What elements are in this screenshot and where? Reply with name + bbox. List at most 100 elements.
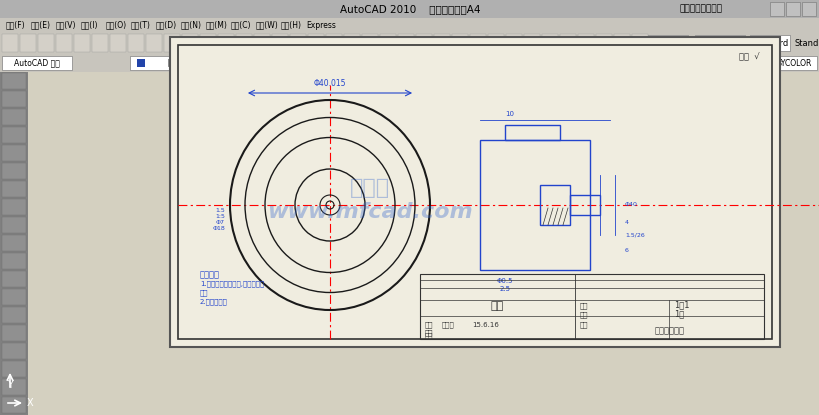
Bar — [613, 34, 629, 52]
Bar — [2, 127, 26, 143]
Bar — [433, 34, 450, 52]
Text: Φ18: Φ18 — [212, 227, 224, 232]
Bar — [0, 0, 819, 18]
Text: 重量: 重量 — [579, 321, 587, 328]
Bar — [0, 32, 819, 54]
Bar — [2, 289, 26, 305]
Text: 成图栋: 成图栋 — [441, 321, 455, 328]
Text: 1.消除残余铸造缺陷,因此时数光: 1.消除残余铸造缺陷,因此时数光 — [200, 280, 264, 287]
Text: 插入(I): 插入(I) — [81, 20, 98, 29]
Text: 视图(V): 视图(V) — [56, 20, 76, 29]
Text: 手轮: 手轮 — [491, 302, 504, 312]
Bar — [2, 73, 26, 89]
Bar — [2, 397, 26, 413]
Bar — [0, 72, 28, 415]
Text: 2.5: 2.5 — [499, 286, 510, 292]
Bar — [2, 271, 26, 287]
Bar — [254, 34, 269, 52]
Bar — [0, 18, 819, 32]
Text: 2.倒角倒圆。: 2.倒角倒圆。 — [200, 298, 228, 305]
Bar — [2, 91, 26, 107]
Text: 沿海理工大学: 沿海理工大学 — [654, 327, 684, 336]
Bar — [415, 34, 432, 52]
Text: 参考  √: 参考 √ — [739, 52, 759, 61]
Text: 键入关键字或短语: 键入关键字或短语 — [679, 5, 722, 14]
Bar — [164, 34, 180, 52]
Text: ByLayer: ByLayer — [544, 59, 575, 68]
Text: 1件: 1件 — [673, 310, 684, 319]
Bar — [2, 145, 26, 161]
Text: 尺寸线: 尺寸线 — [168, 59, 182, 68]
Bar — [326, 34, 342, 52]
Bar — [0, 54, 819, 72]
Bar — [695, 35, 744, 51]
Text: 工具(T): 工具(T) — [131, 20, 151, 29]
Text: 10: 10 — [505, 111, 514, 117]
Text: 技术要求: 技术要求 — [200, 270, 219, 279]
Bar — [20, 34, 36, 52]
Bar — [344, 34, 360, 52]
Text: 文件(F): 文件(F) — [6, 20, 25, 29]
Bar — [361, 34, 378, 52]
Bar — [170, 37, 779, 347]
Text: 沐风网
www.mfcad.com: 沐风网 www.mfcad.com — [267, 178, 473, 222]
Text: Stand: Stand — [794, 39, 818, 47]
Bar — [137, 59, 145, 67]
Bar — [128, 34, 144, 52]
Text: 1：1: 1：1 — [673, 301, 689, 310]
Bar — [2, 361, 26, 377]
Bar — [769, 2, 783, 16]
Text: 绘图(D): 绘图(D) — [156, 20, 177, 29]
Bar — [801, 2, 815, 16]
Bar — [595, 34, 611, 52]
Bar — [2, 307, 26, 323]
Text: Φ40.015: Φ40.015 — [314, 79, 346, 88]
Bar — [419, 274, 763, 339]
Bar — [2, 325, 26, 341]
Text: 编辑(E): 编辑(E) — [31, 20, 51, 29]
Text: Standard: Standard — [750, 39, 788, 47]
Bar — [379, 56, 479, 70]
Bar — [631, 34, 647, 52]
Text: 15.6.16: 15.6.16 — [472, 322, 498, 328]
Bar — [2, 199, 26, 215]
Bar — [2, 379, 26, 395]
Bar — [38, 34, 54, 52]
Bar — [2, 217, 26, 233]
Text: 件数: 件数 — [579, 311, 587, 317]
Text: 窗口(W): 窗口(W) — [256, 20, 278, 29]
Text: 1.5: 1.5 — [215, 208, 224, 213]
Text: AutoCAD 经典: AutoCAD 经典 — [14, 59, 60, 68]
Bar — [178, 45, 771, 339]
Bar — [479, 140, 590, 270]
Text: Express: Express — [305, 20, 336, 29]
Bar — [2, 253, 26, 269]
Text: 修改(M): 修改(M) — [206, 20, 228, 29]
Text: 处。: 处。 — [200, 289, 208, 295]
Bar — [2, 109, 26, 125]
Bar — [569, 195, 600, 215]
Text: 设计: 设计 — [424, 321, 433, 328]
Text: 6: 6 — [624, 247, 628, 252]
Bar — [523, 34, 540, 52]
Text: X: X — [27, 398, 34, 408]
Bar — [469, 34, 486, 52]
Text: 帮助(H): 帮助(H) — [281, 20, 301, 29]
Text: 比例: 比例 — [579, 302, 587, 308]
Bar — [110, 34, 126, 52]
Text: 标注(N): 标注(N) — [181, 20, 201, 29]
Text: Φ40: Φ40 — [624, 203, 637, 208]
Bar — [487, 34, 504, 52]
Bar — [2, 235, 26, 251]
Text: 审核: 审核 — [424, 332, 433, 339]
Bar — [509, 56, 609, 70]
Bar — [200, 34, 215, 52]
Text: 标准标注: 标准标注 — [710, 39, 728, 47]
Bar — [290, 34, 305, 52]
Bar — [749, 35, 789, 51]
Bar — [28, 72, 819, 415]
Text: Φ7: Φ7 — [215, 220, 224, 225]
Bar — [236, 34, 251, 52]
Bar — [2, 34, 18, 52]
Bar — [397, 34, 414, 52]
